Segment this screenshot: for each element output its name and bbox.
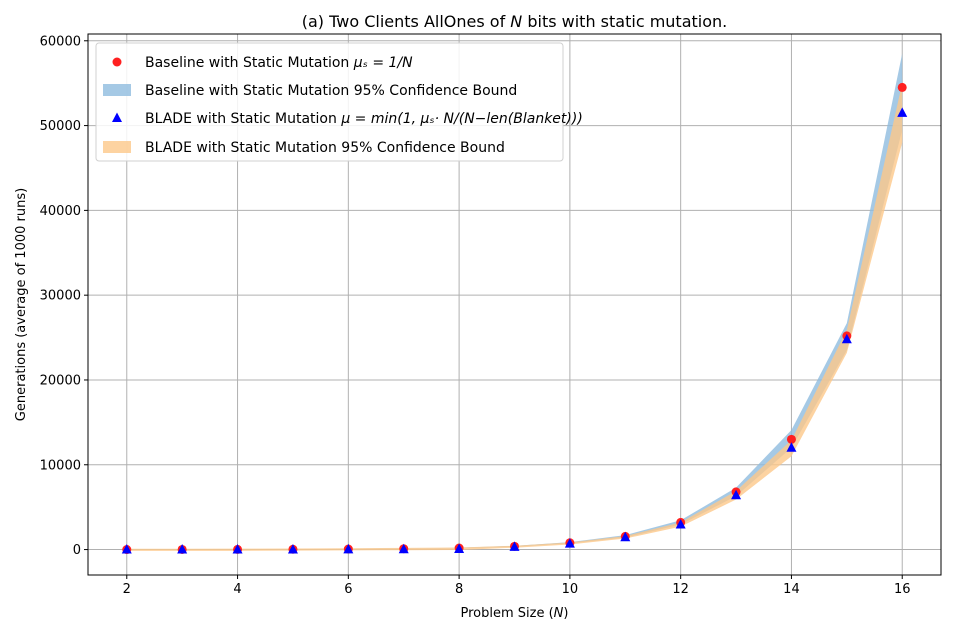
y-tick-label: 10000 — [40, 458, 81, 473]
legend-box — [95, 42, 564, 162]
data-point-triangle — [564, 538, 575, 548]
y-tick-label: 60000 — [40, 34, 81, 49]
y-tick-label: 30000 — [40, 289, 81, 304]
data-point-triangle — [675, 519, 686, 529]
legend-label: Baseline with Static Mutation 95% Confid… — [145, 83, 517, 99]
data-point-triangle — [177, 544, 188, 554]
x-tick-label: 6 — [344, 582, 352, 597]
x-tick-label: 14 — [783, 582, 800, 597]
x-axis-label: Problem Size (N) — [461, 606, 569, 621]
plot-frame — [87, 33, 942, 576]
data-markers — [121, 82, 908, 555]
data-point-circle — [897, 82, 907, 92]
legend-label: BLADE with Static Mutation 95% Confidenc… — [145, 140, 505, 156]
data-point-triangle — [841, 333, 852, 344]
data-point-circle — [786, 434, 796, 444]
data-point-triangle — [398, 543, 409, 554]
legend-swatch-band — [103, 84, 131, 96]
y-axis-label: Generations (average of 1000 runs) — [14, 188, 29, 421]
x-tick-label: 16 — [894, 582, 911, 597]
data-point-triangle — [731, 489, 742, 500]
data-point-triangle — [786, 442, 797, 452]
axes: 2 4 6 8 10 12 14 16 0 10000 20000 30000 40000 50000 60… — [40, 33, 942, 597]
data-point-triangle — [287, 543, 298, 554]
chart-title: (a) Two Clients AllOnes of N bits with s… — [302, 12, 727, 31]
data-point-triangle — [454, 543, 465, 553]
x-tick-label: 2 — [123, 582, 131, 597]
data-point-triangle — [509, 541, 520, 551]
legend-swatch-band — [103, 141, 131, 153]
data-point-triangle — [620, 531, 631, 542]
legend-marker-triangle — [112, 112, 122, 122]
data-point-triangle — [897, 107, 908, 117]
x-tick-label: 10 — [562, 582, 579, 597]
y-tick-label: 50000 — [40, 119, 81, 134]
legend: Baseline with Static Mutation μₛ = 1/N Ba… — [95, 42, 583, 162]
legend-marker-circle — [112, 57, 122, 67]
data-point-triangle — [232, 544, 243, 554]
y-tick-label: 20000 — [40, 373, 81, 388]
data-point-triangle — [343, 543, 354, 554]
y-tick-label: 0 — [73, 543, 81, 558]
legend-label: Baseline with Static Mutation μₛ = 1/N — [145, 55, 413, 71]
legend-label: BLADE with Static Mutation μ = min(1, μₛ… — [145, 111, 583, 127]
x-tick-label: 12 — [672, 582, 689, 597]
y-tick-label: 40000 — [40, 204, 81, 219]
x-tick-label: 4 — [233, 582, 241, 597]
x-tick-label: 8 — [455, 582, 463, 597]
data-point-triangle — [121, 544, 132, 554]
